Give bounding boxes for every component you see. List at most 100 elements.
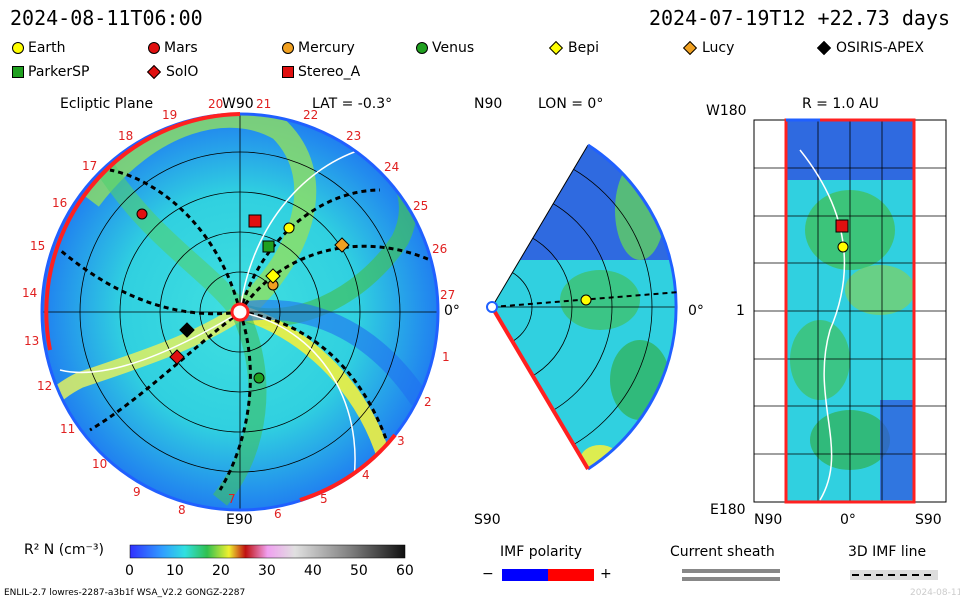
legend-earth: Earth: [12, 40, 66, 56]
radial-stereo-a-icon: [835, 219, 849, 233]
mars-icon: [136, 208, 148, 220]
meridional-zero-label: 0°: [688, 303, 704, 319]
carrington-5: 5: [320, 492, 328, 506]
legend-bepi: Bepi: [548, 40, 599, 56]
ecliptic-grid: [42, 114, 438, 510]
legend-mercury: Mercury: [282, 40, 355, 56]
carrington-8: 8: [178, 503, 186, 517]
colorbar-tick: 10: [166, 563, 184, 579]
colorbar-gradient: [129, 544, 406, 559]
legend-stereo-a: Stereo_A: [282, 64, 360, 80]
legend-osiris-apex: OSIRIS-APEX: [816, 40, 924, 56]
carrington-4: 4: [362, 468, 370, 482]
one-label: 1: [736, 303, 745, 319]
current-sheath-lines: [59, 168, 431, 491]
carrington-26: 26: [432, 242, 448, 256]
legend-lucy: Lucy: [682, 40, 734, 56]
e180-label: E180: [710, 502, 746, 518]
carrington-23: 23: [346, 129, 362, 143]
carrington-6: 6: [274, 507, 282, 521]
lucy-icon: [334, 237, 350, 253]
legend-venus: Venus: [416, 40, 474, 56]
meridional-grid: [492, 146, 677, 468]
stereo-a-icon: [248, 214, 262, 228]
carrington-22: 22: [303, 108, 319, 122]
e90-label: E90: [226, 512, 253, 528]
meridional-polarity-edge: [490, 305, 590, 471]
colorbar-tick: 40: [304, 563, 322, 579]
carrington-21: 21: [256, 97, 272, 111]
lat-label: LAT = -0.3°: [312, 96, 393, 112]
carrington-17: 17: [82, 159, 98, 173]
ecliptic-title: Ecliptic Plane: [60, 96, 154, 112]
earth-marker-icon: [12, 42, 24, 54]
mars-marker-icon: [148, 42, 160, 54]
radial-polarity-frame: [784, 118, 916, 504]
radial-title: R = 1.0 AU: [802, 96, 879, 112]
legend-mars: Mars: [148, 40, 198, 56]
sun-icon: [230, 302, 250, 322]
ecliptic-zero-label: 0°: [444, 303, 460, 319]
venus-marker-icon: [416, 42, 428, 54]
imf-minus: −: [482, 566, 494, 582]
imf-positive-swatch: [548, 569, 594, 581]
radial-imf-line: [799, 149, 846, 501]
legend-solo: SolO: [146, 64, 198, 80]
radial-n90-label: N90: [754, 512, 783, 528]
carrington-3: 3: [397, 434, 405, 448]
current-sheath-title: Current sheath: [670, 544, 775, 560]
sim-time: 2024-08-11T06:00: [10, 6, 203, 30]
osiris-apex-icon: [179, 322, 195, 338]
carrington-1: 1: [442, 350, 450, 364]
positive-polarity-arc-2: [299, 433, 397, 502]
solo-icon: [169, 349, 185, 365]
w90-label: W90: [222, 96, 254, 112]
reference-time: 2024-07-19T12 +22.73 days: [648, 6, 950, 30]
carrington-25: 25: [413, 199, 429, 213]
colorbar-tick: 30: [258, 563, 276, 579]
carrington-13: 13: [24, 334, 40, 348]
sheath-line-1: [682, 569, 780, 573]
sheath-line-2: [682, 577, 780, 581]
mercury-marker-icon: [282, 42, 294, 54]
lon-label: LON = 0°: [538, 96, 604, 112]
radial-earth-icon: [837, 241, 849, 253]
imf-polarity-title: IMF polarity: [500, 544, 583, 560]
s90-label: S90: [474, 512, 501, 528]
bepi-icon: [265, 268, 281, 284]
stereo-a-marker-icon: [282, 66, 294, 78]
imf-plus: +: [600, 566, 612, 582]
meridional-sun-icon: [486, 301, 498, 313]
footer-run-info: ENLIL-2.7 lowres-2287-a3b1f WSA_V2.2 GON…: [4, 588, 246, 598]
w180-label: W180: [706, 103, 747, 119]
imf-line-title: 3D IMF line: [848, 544, 927, 560]
carrington-27: 27: [440, 288, 456, 302]
carrington-14: 14: [22, 286, 38, 300]
carrington-15: 15: [30, 239, 46, 253]
carrington-12: 12: [37, 379, 53, 393]
carrington-11: 11: [60, 422, 76, 436]
venus-icon: [253, 372, 265, 384]
colorbar-tick: 20: [212, 563, 230, 579]
carrington-16: 16: [52, 196, 68, 210]
parkersp-marker-icon: [12, 66, 24, 78]
imf-lines: [59, 149, 361, 501]
meridional-boundary: [587, 143, 678, 471]
carrington-9: 9: [133, 485, 141, 499]
carrington-7: 7: [228, 492, 236, 506]
positive-polarity-arc: [44, 112, 241, 351]
carrington-18: 18: [118, 129, 134, 143]
colorbar-tick: 0: [125, 563, 134, 579]
carrington-10: 10: [92, 457, 108, 471]
colorbar-tick: 50: [350, 563, 368, 579]
radial-s90-label: S90: [915, 512, 942, 528]
footer-date: 2024-08-11: [910, 588, 960, 598]
colorbar-label: R² N (cm⁻³): [24, 542, 104, 558]
earth-icon: [283, 222, 295, 234]
carrington-20: 20: [208, 97, 224, 111]
meridional-earth-icon: [580, 294, 592, 306]
radial-zero-label: 0°: [840, 512, 856, 528]
